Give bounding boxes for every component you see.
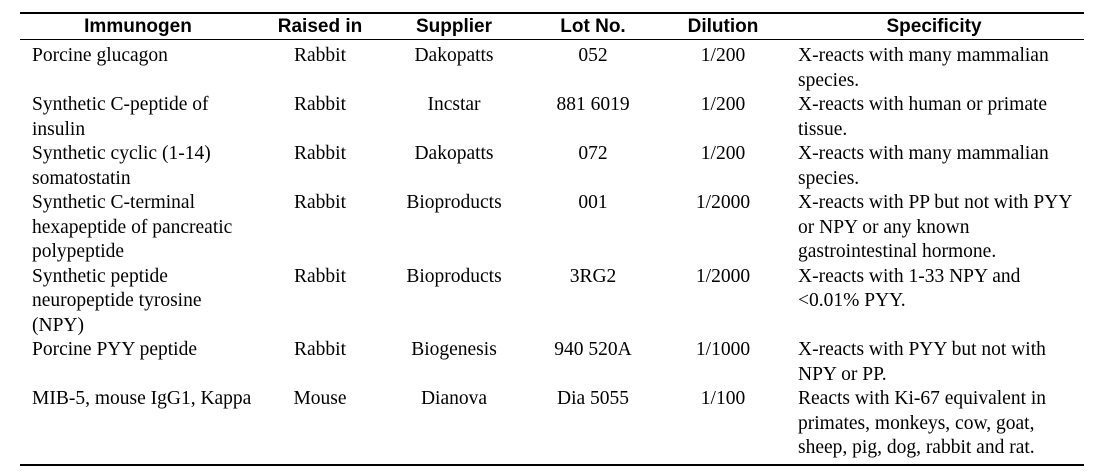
- cell-dilution: 1/100: [700, 388, 746, 409]
- cell-supplier: Bioproducts: [406, 265, 502, 287]
- cell-supplier: Bioproducts: [406, 192, 502, 213]
- cell-raised-in: Rabbit: [294, 94, 346, 115]
- table-row: Synthetic cyclic (1-14) somatostatin Rab…: [20, 142, 1084, 191]
- cell-dilution: 1/2000: [695, 192, 751, 213]
- cell-specificity: X-reacts with 1-33 NPY and <0.01% PYY.: [798, 265, 1021, 312]
- cell-specificity: X-reacts with PYY but not with NPY or PP…: [798, 339, 1046, 385]
- cell-dilution: 1/200: [700, 45, 746, 66]
- cell-lot-no: 3RG2: [569, 265, 617, 287]
- cell-raised-in: Rabbit: [294, 45, 346, 66]
- header-immunogen: Immunogen: [84, 16, 192, 37]
- table-row: Synthetic C-terminal hexapeptide of panc…: [20, 191, 1084, 265]
- cell-raised-in: Rabbit: [294, 265, 346, 287]
- cell-supplier: Biogenesis: [411, 339, 497, 360]
- header-lot-no: Lot No.: [560, 16, 626, 37]
- cell-specificity: X-reacts with many mammalian species.: [798, 143, 1049, 189]
- table-header-row: Immunogen Raised in Supplier Lot No. Dil…: [20, 13, 1084, 40]
- table-row: Synthetic C-peptide of insulin Rabbit In…: [20, 93, 1084, 142]
- cell-supplier: Dakopatts: [414, 143, 494, 164]
- cell-specificity: X-reacts with human or primate tissue.: [798, 94, 1048, 140]
- cell-supplier: Incstar: [427, 94, 481, 115]
- table-row: Synthetic peptide neuropeptide tyrosine …: [20, 265, 1084, 339]
- antibody-table: Immunogen Raised in Supplier Lot No. Dil…: [20, 12, 1084, 466]
- cell-immunogen: MIB-5, mouse IgG1, Kappa: [32, 388, 252, 409]
- antibody-table-container: Immunogen Raised in Supplier Lot No. Dil…: [20, 12, 1084, 466]
- cell-dilution: 1/2000: [695, 265, 751, 287]
- header-supplier: Supplier: [415, 16, 492, 37]
- cell-raised-in: Rabbit: [294, 143, 346, 164]
- cell-specificity: Reacts with Ki-67 equivalent in primates…: [798, 388, 1047, 458]
- header-dilution: Dilution: [687, 16, 759, 37]
- cell-specificity: X-reacts with many mammalian species.: [798, 45, 1049, 91]
- cell-immunogen: Synthetic peptide neuropeptide tyrosine …: [32, 265, 202, 336]
- cell-raised-in: Mouse: [293, 388, 347, 409]
- header-raised-in: Raised in: [277, 16, 363, 37]
- cell-dilution: 1/1000: [695, 339, 751, 360]
- cell-supplier: Dianova: [420, 388, 488, 409]
- cell-lot-no: 001: [578, 192, 608, 213]
- header-specificity: Specificity: [886, 16, 982, 37]
- cell-immunogen: Synthetic C-peptide of insulin: [32, 94, 209, 140]
- cell-dilution: 1/200: [700, 94, 746, 115]
- cell-lot-no: Dia 5055: [556, 388, 630, 409]
- table-row: Porcine glucagon Rabbit Dakopatts 052 1/…: [20, 40, 1084, 94]
- cell-immunogen: Synthetic cyclic (1-14) somatostatin: [32, 143, 211, 189]
- table-row: Porcine PYY peptide Rabbit Biogenesis 94…: [20, 338, 1084, 387]
- cell-lot-no: 052: [578, 45, 608, 66]
- cell-lot-no: 072: [578, 143, 608, 164]
- table-row: MIB-5, mouse IgG1, Kappa Mouse Dianova D…: [20, 387, 1084, 465]
- cell-lot-no: 881 6019: [556, 94, 630, 115]
- cell-specificity: X-reacts with PP but not with PYY or NPY…: [798, 192, 1072, 262]
- cell-raised-in: Rabbit: [294, 192, 346, 213]
- cell-lot-no: 940 520A: [554, 339, 632, 360]
- cell-immunogen: Porcine glucagon: [32, 45, 168, 66]
- cell-dilution: 1/200: [700, 143, 746, 164]
- cell-raised-in: Rabbit: [294, 339, 346, 360]
- cell-supplier: Dakopatts: [414, 45, 494, 66]
- cell-immunogen: Porcine PYY peptide: [32, 339, 197, 360]
- cell-immunogen: Synthetic C-terminal hexapeptide of panc…: [32, 192, 233, 262]
